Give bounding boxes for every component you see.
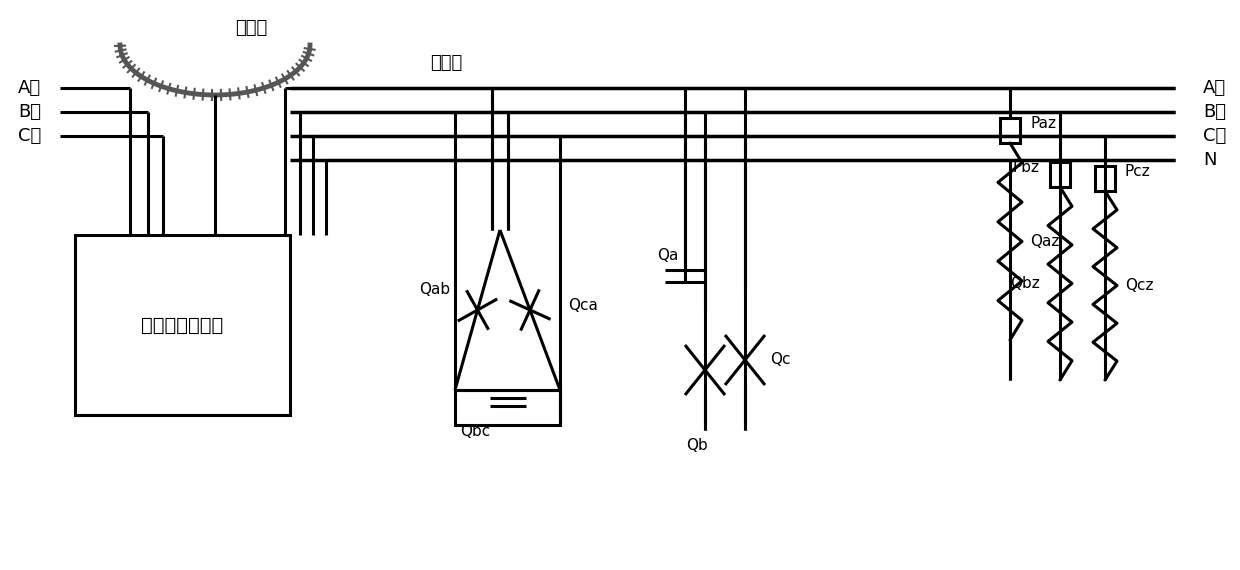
- Bar: [1095, 166, 1115, 191]
- Text: Qca: Qca: [568, 298, 598, 312]
- Bar: [1050, 162, 1070, 187]
- Text: A相: A相: [19, 79, 41, 97]
- Text: 低压配电变压器: 低压配电变压器: [141, 316, 223, 335]
- Text: Qab: Qab: [419, 283, 450, 298]
- Text: Paz: Paz: [1030, 116, 1056, 131]
- Text: N: N: [1203, 151, 1216, 169]
- Text: Qc: Qc: [770, 352, 791, 368]
- Text: 低压侧: 低压侧: [430, 54, 463, 72]
- Bar: [74, 235, 290, 415]
- Bar: [999, 118, 1021, 143]
- Text: Qbc: Qbc: [460, 425, 490, 439]
- Text: B相: B相: [1203, 103, 1226, 121]
- Text: Qb: Qb: [686, 438, 708, 453]
- Text: C相: C相: [1203, 127, 1226, 145]
- Text: B相: B相: [19, 103, 41, 121]
- Text: Qa: Qa: [657, 247, 678, 263]
- Text: 高压侧: 高压侧: [236, 19, 268, 37]
- Text: Pcz: Pcz: [1125, 164, 1151, 178]
- Text: Qcz: Qcz: [1125, 278, 1153, 293]
- Text: Qbz: Qbz: [1011, 276, 1040, 291]
- Text: A相: A相: [1203, 79, 1226, 97]
- Bar: [455, 390, 560, 425]
- Text: C相: C相: [19, 127, 41, 145]
- Text: Pbz: Pbz: [1013, 160, 1040, 174]
- Text: Qaz: Qaz: [1030, 234, 1059, 249]
